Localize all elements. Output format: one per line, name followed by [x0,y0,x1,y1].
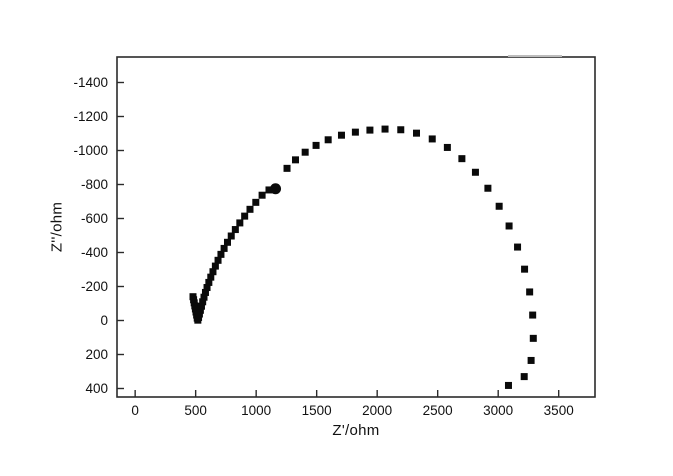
data-point-marker [484,184,492,192]
data-point-marker [199,298,207,306]
data-point-marker [529,334,537,342]
data-point-marker [227,232,235,240]
y-tick-label: -1000 [73,143,108,158]
y-tick-label: -200 [81,279,108,294]
data-point-marker [241,212,249,220]
x-tick-label: 3500 [544,403,574,418]
y-tick-label: 0 [100,313,108,328]
data-point-marker [214,256,222,264]
data-point-marker [520,373,528,381]
data-point-marker [211,262,219,270]
data-point-marker [195,310,203,318]
data-point-marker [283,164,291,172]
data-point-marker [443,143,451,151]
y-tick-label: 200 [85,347,108,362]
data-point-marker [521,265,529,273]
data-point-marker [203,284,211,292]
data-point-marker [312,141,320,149]
data-point-marker [236,219,244,227]
data-point-marker [504,381,512,389]
x-tick-label: 0 [131,403,139,418]
y-tick-label: -1400 [73,75,108,90]
data-point-marker [209,268,217,276]
data-point-marker [291,156,299,164]
data-point-marker [514,243,522,251]
emphasis-point-marker [270,183,282,195]
data-point-marker [397,126,405,134]
x-tick-label: 2000 [362,403,392,418]
data-point-marker [220,244,228,252]
data-point-marker [200,293,208,301]
x-tick-label: 3000 [483,403,513,418]
data-point-marker [324,136,332,144]
data-point-marker [231,226,239,234]
data-point-marker [526,288,534,296]
data-point-marker [223,238,231,246]
data-point-marker [201,288,209,296]
x-axis-title: Z'/ohm [332,422,380,439]
x-tick-label: 2500 [423,403,453,418]
data-point-marker [196,306,204,314]
y-tick-label: -400 [81,245,108,260]
data-point-marker [265,186,273,194]
y-tick-label: -600 [81,211,108,226]
data-point-marker [381,125,389,133]
y-tick-label: 400 [85,381,108,396]
y-axis-title: Z''/ohm [48,201,66,253]
data-point-marker [505,222,513,230]
data-point-marker [207,273,215,281]
y-tick-label: -800 [81,177,108,192]
data-point-marker [351,128,359,136]
data-point-marker [471,168,479,176]
data-point-marker [337,131,345,139]
data-point-marker [205,278,213,286]
data-point-marker [495,202,503,210]
data-point-marker [527,356,535,364]
data-point-marker [252,198,260,206]
plot-frame [116,56,596,398]
y-tick-label: -1200 [73,109,108,124]
x-tick-label: 1500 [302,403,332,418]
data-point-marker [301,148,309,156]
data-point-marker [529,311,537,319]
data-point-marker [458,155,466,163]
data-point-marker [217,250,225,258]
data-point-marker [197,302,205,310]
data-point-marker [258,191,266,199]
data-point-marker [428,135,436,143]
data-point-marker [366,126,374,134]
x-tick-label: 1000 [241,403,271,418]
data-point-marker [413,129,421,137]
x-tick-label: 500 [184,403,207,418]
data-point-marker [246,205,254,213]
